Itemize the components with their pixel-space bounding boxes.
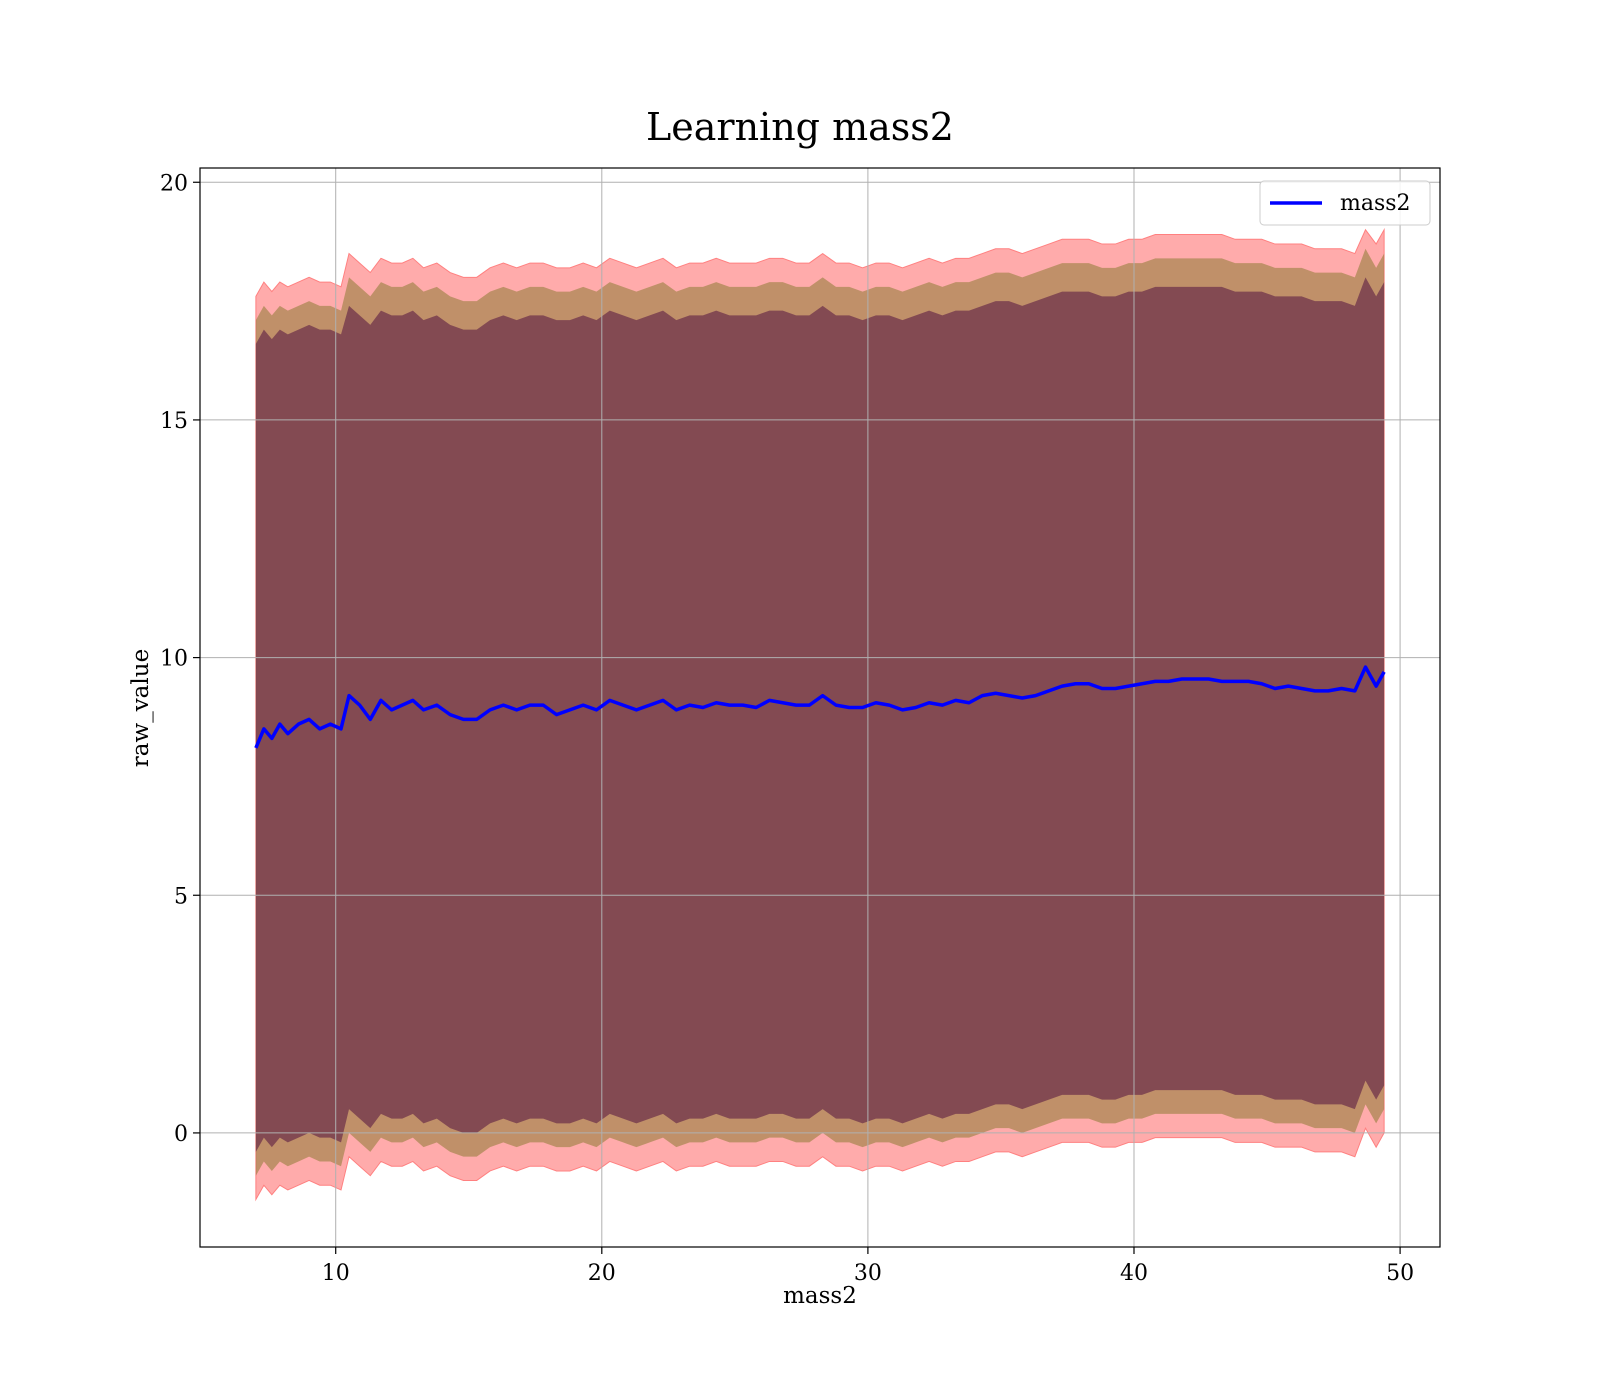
y-tick-label: 5 [174,884,188,909]
y-tick-label: 15 [160,409,188,434]
x-tick-label: 10 [322,1261,350,1286]
x-tick-label: 20 [588,1261,616,1286]
y-tick-label: 20 [160,171,188,196]
series-lines [254,665,1386,749]
y-tick-label: 0 [174,1122,188,1147]
confidence-bands [255,227,1385,1202]
legend-label-mass2: mass2 [1340,191,1411,216]
x-tick-label: 40 [1120,1261,1148,1286]
chart-title: Learning mass2 [646,105,954,149]
inner-band [255,277,1385,1152]
series-line-mass2 [254,665,1386,749]
x-axis-ticks: 10 20 30 40 50 [322,1247,1414,1286]
x-tick-label: 30 [854,1261,882,1286]
x-axis-label: mass2 [783,1283,857,1309]
plot-frame [199,167,1441,1248]
y-axis-ticks: 0 5 10 15 20 [160,171,200,1147]
y-axis-label: raw_value [128,649,154,767]
y-tick-label: 10 [160,647,188,672]
legend-box [1259,180,1431,226]
plot-area [199,167,1441,1248]
legend: mass2 [1259,180,1431,226]
grid-lines [200,168,1440,1247]
x-tick-label: 50 [1386,1261,1414,1286]
